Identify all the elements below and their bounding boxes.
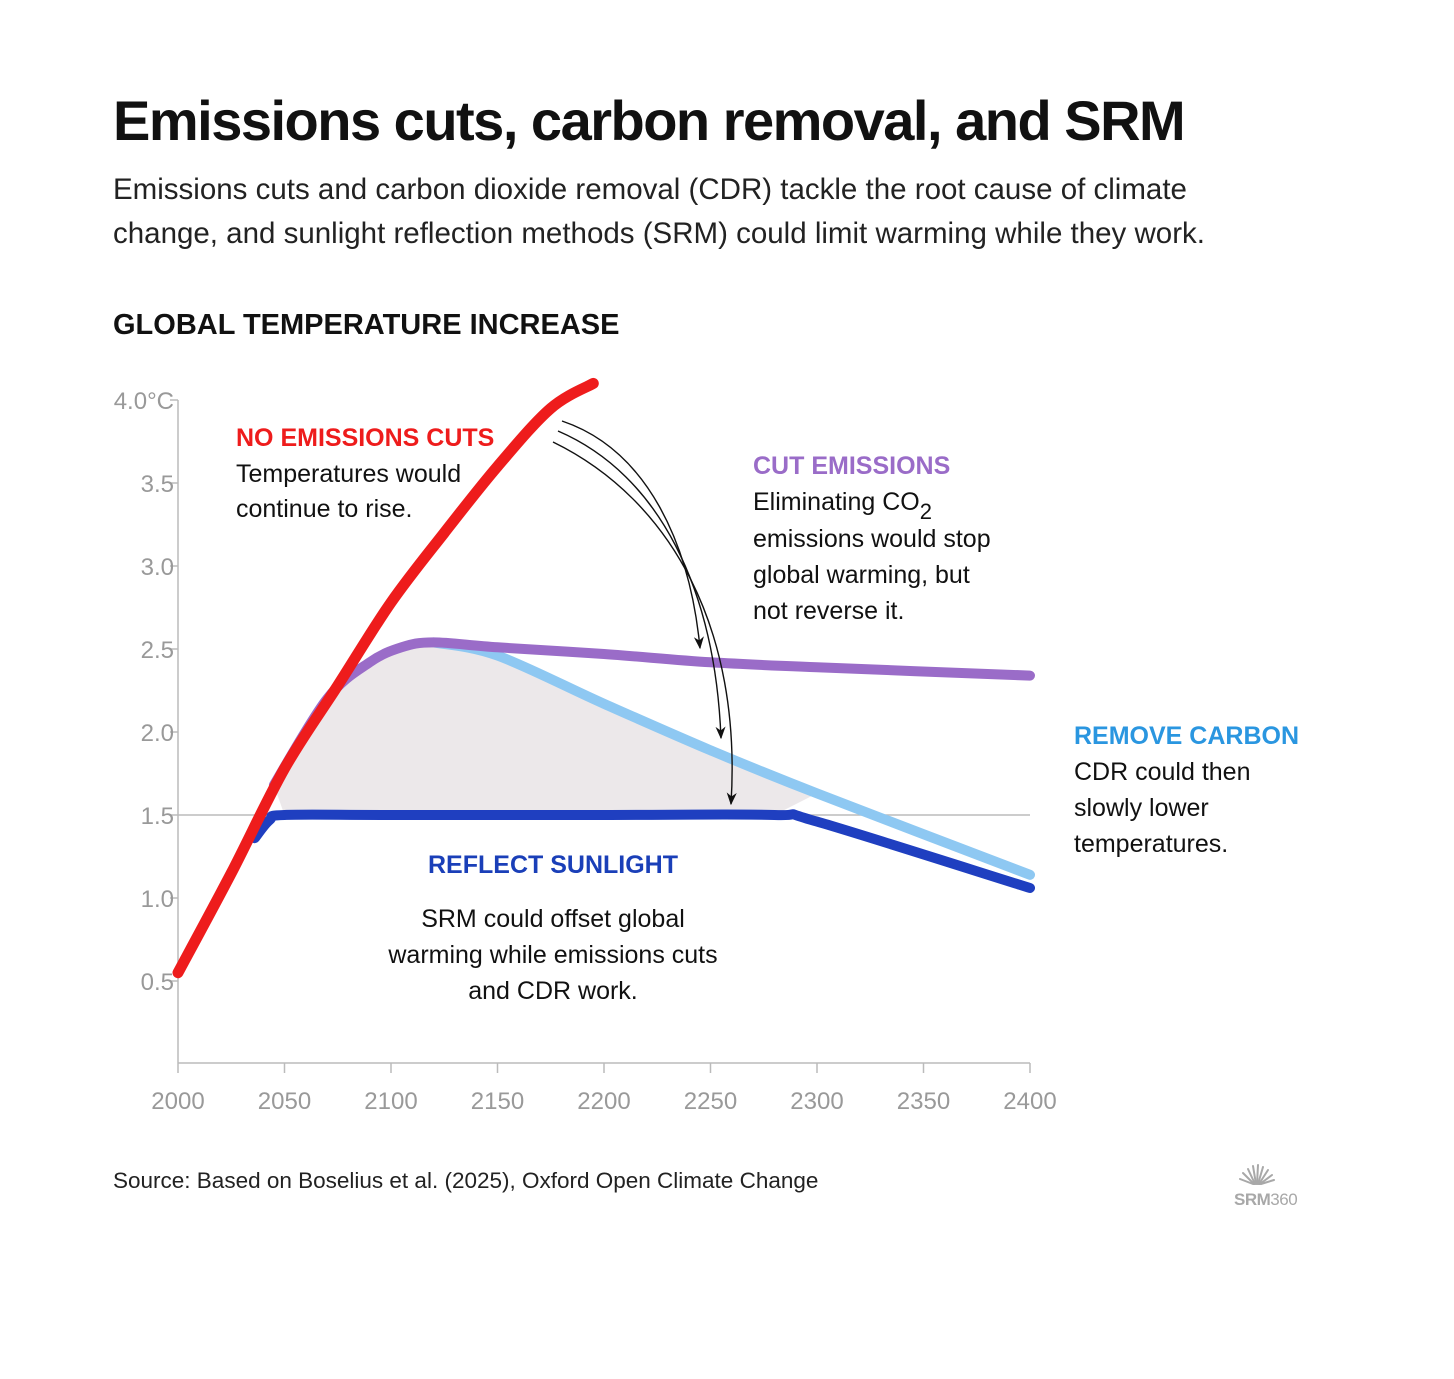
arrow-to-cut-emissions	[561, 420, 704, 650]
annotation-cut-emissions-line-3: global warming, but	[753, 561, 970, 589]
x-tick-label: 2300	[790, 1088, 843, 1115]
annotation-cut-emissions-line-4: not reverse it.	[753, 597, 904, 625]
arrow-to-reflect-sunlight	[552, 441, 737, 806]
fill-layer	[273, 642, 817, 815]
annotation-no-cuts-line-2: continue to rise.	[236, 495, 413, 523]
annotation-reflect-sunlight: REFLECT SUNLIGHT SRM could offset global…	[387, 851, 717, 1005]
y-tick-label: 3.0	[141, 554, 174, 581]
x-tick-label: 2400	[1003, 1088, 1056, 1115]
sunburst-icon	[1239, 1164, 1275, 1185]
x-tick-label: 2250	[684, 1088, 737, 1115]
annotation-no-cuts-line-1: Temperatures would	[236, 460, 461, 488]
y-tick-label: 1.0	[141, 886, 174, 913]
annotation-remove-carbon-head: REMOVE CARBON	[1074, 722, 1299, 750]
source-note: Source: Based on Boselius et al. (2025),…	[113, 1168, 819, 1193]
annotation-reflect-sunlight-line-2: warming while emissions cuts	[387, 941, 717, 969]
annotation-reflect-sunlight-head: REFLECT SUNLIGHT	[428, 851, 678, 879]
y-tick-label: 2.0	[141, 720, 174, 747]
chart-title: GLOBAL TEMPERATURE INCREASE	[113, 309, 620, 341]
annotation-no-cuts-head: NO EMISSIONS CUTS	[236, 424, 494, 452]
annotation-no-cuts: NO EMISSIONS CUTS Temperatures would con…	[236, 424, 494, 523]
srm-fill-area	[273, 642, 817, 815]
y-tick-label: 1.5	[141, 803, 174, 830]
y-tick-label: 2.5	[141, 637, 174, 664]
annotation-reflect-sunlight-line-3: and CDR work.	[468, 977, 638, 1005]
series-line-cut-emissions	[268, 637, 1035, 791]
annotation-cut-emissions-head: CUT EMISSIONS	[753, 452, 950, 480]
series-line-remove-carbon	[428, 637, 1035, 880]
y-tick-label: 4.0°C	[114, 388, 174, 415]
series-line-reflect-sunlight	[249, 809, 1035, 893]
annotation-remove-carbon: REMOVE CARBON CDR could then slowly lowe…	[1074, 722, 1299, 858]
x-tick-label: 2000	[151, 1088, 204, 1115]
annotation-remove-carbon-line-3: temperatures.	[1074, 830, 1228, 858]
annotation-cut-emissions: CUT EMISSIONS Eliminating CO2 emissions …	[753, 452, 991, 625]
y-tick-label: 0.5	[141, 969, 174, 996]
logo-text-bold: SRM	[1234, 1190, 1271, 1209]
page-subtitle: Emissions cuts and carbon dioxide remova…	[113, 168, 1353, 256]
arrow-to-remove-carbon	[557, 430, 726, 740]
annotation-cut-emissions-line-1: Eliminating CO2	[753, 488, 932, 524]
subtitle-line-1: Emissions cuts and carbon dioxide remova…	[113, 173, 1187, 206]
x-tick-label: 2150	[471, 1088, 524, 1115]
series-line-no-cuts	[172, 377, 599, 979]
co2-text: Eliminating CO	[753, 488, 920, 516]
y-tick-label: 3.5	[141, 471, 174, 498]
annotation-remove-carbon-line-2: slowly lower	[1074, 794, 1209, 822]
co2-subscript: 2	[920, 499, 932, 524]
logo-text-light: 360	[1270, 1190, 1297, 1209]
subtitle-line-2: change, and sunlight reflection methods …	[113, 217, 1205, 250]
x-tick-label: 2200	[577, 1088, 630, 1115]
logo-wordmark: SRM360	[1234, 1190, 1297, 1209]
arrow-layer	[552, 420, 737, 806]
annotation-cut-emissions-line-2: emissions would stop	[753, 525, 991, 553]
x-tick-label: 2050	[258, 1088, 311, 1115]
x-tick-label: 2350	[897, 1088, 950, 1115]
page-title: Emissions cuts, carbon removal, and SRM	[113, 89, 1186, 152]
series-layer	[172, 377, 1035, 979]
srm360-logo: SRM360	[1234, 1164, 1298, 1209]
x-tick-label: 2100	[364, 1088, 417, 1115]
annotation-reflect-sunlight-line-1: SRM could offset global	[421, 905, 685, 933]
annotation-remove-carbon-line-1: CDR could then	[1074, 758, 1250, 786]
